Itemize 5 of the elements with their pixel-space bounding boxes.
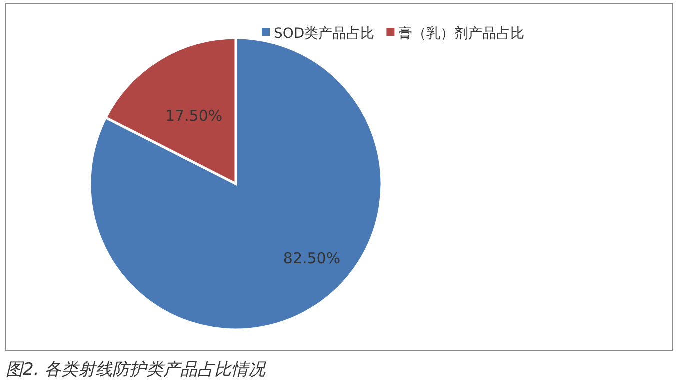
legend-label: 膏（乳）剂产品占比	[398, 26, 525, 42]
data-label: 82.50%	[283, 249, 341, 268]
caption: 图2. 各类射线防护类产品占比情况	[6, 360, 267, 380]
legend-label: SOD类产品占比	[274, 26, 375, 42]
data-label: 17.50%	[165, 106, 223, 125]
